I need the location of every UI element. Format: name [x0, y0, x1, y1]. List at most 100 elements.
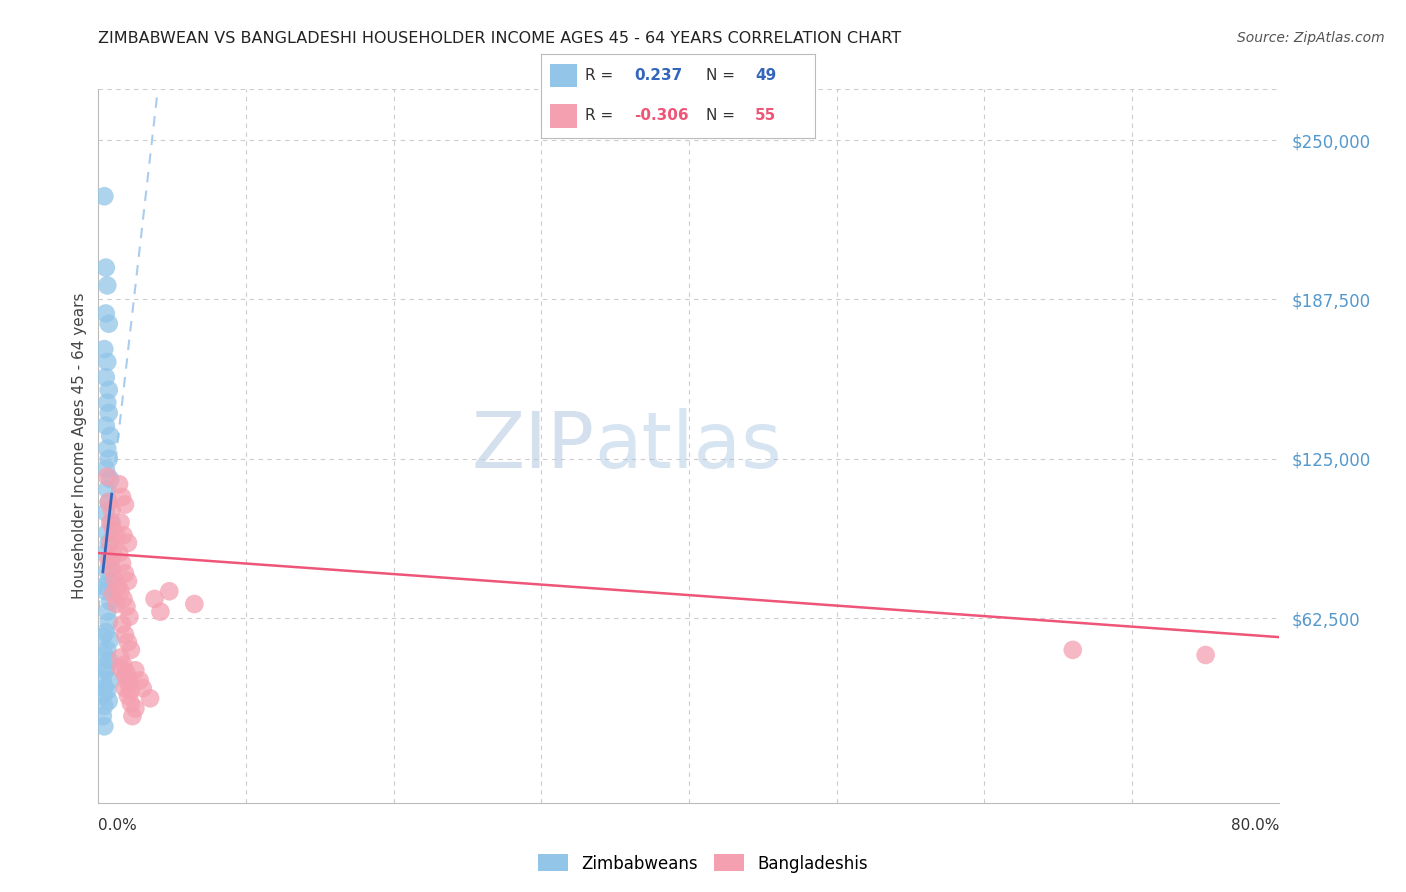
- Point: [94, 370, 117, 384]
- Point: [112, 658, 135, 673]
- Point: [97, 615, 120, 629]
- Point: [91, 630, 114, 644]
- Point: [98, 516, 121, 530]
- Point: [97, 451, 120, 466]
- Point: [96, 564, 118, 578]
- Point: [94, 625, 117, 640]
- Point: [94, 306, 117, 320]
- Point: [96, 483, 118, 497]
- Point: [114, 498, 136, 512]
- Point: [143, 591, 166, 606]
- Point: [110, 584, 132, 599]
- Text: R =: R =: [585, 68, 613, 83]
- Point: [110, 661, 132, 675]
- Point: [115, 599, 138, 614]
- Point: [96, 643, 118, 657]
- Point: [104, 572, 127, 586]
- Point: [124, 701, 146, 715]
- Point: [117, 689, 139, 703]
- Text: N =: N =: [706, 68, 735, 83]
- Point: [100, 561, 122, 575]
- Point: [118, 673, 141, 688]
- Point: [93, 189, 115, 203]
- Point: [110, 516, 132, 530]
- Point: [97, 536, 120, 550]
- Point: [96, 683, 118, 698]
- Point: [111, 490, 134, 504]
- Text: ZIMBABWEAN VS BANGLADESHI HOUSEHOLDER INCOME AGES 45 - 64 YEARS CORRELATION CHAR: ZIMBABWEAN VS BANGLADESHI HOUSEHOLDER IN…: [98, 31, 901, 46]
- Point: [115, 665, 138, 680]
- Y-axis label: Householder Income Ages 45 - 64 years: Householder Income Ages 45 - 64 years: [72, 293, 87, 599]
- Point: [1195, 648, 1218, 662]
- Point: [114, 681, 136, 695]
- Point: [93, 698, 115, 713]
- Bar: [550, 63, 576, 87]
- Point: [117, 574, 139, 588]
- Point: [114, 566, 136, 581]
- Point: [98, 594, 121, 608]
- Text: 80.0%: 80.0%: [1232, 818, 1279, 832]
- Text: Source: ZipAtlas.com: Source: ZipAtlas.com: [1237, 31, 1385, 45]
- Point: [94, 505, 117, 519]
- Point: [132, 681, 155, 695]
- Point: [96, 442, 118, 456]
- Point: [97, 406, 120, 420]
- Point: [97, 383, 120, 397]
- Point: [157, 584, 180, 599]
- Point: [97, 495, 120, 509]
- Point: [111, 556, 134, 570]
- Point: [183, 597, 205, 611]
- Point: [94, 546, 117, 560]
- Point: [107, 579, 129, 593]
- Text: 0.0%: 0.0%: [98, 818, 138, 832]
- Point: [118, 609, 141, 624]
- Point: [96, 278, 118, 293]
- Point: [93, 648, 115, 662]
- Point: [94, 584, 117, 599]
- Point: [128, 673, 150, 688]
- Point: [94, 418, 117, 433]
- Point: [98, 429, 121, 443]
- Point: [94, 663, 117, 677]
- Point: [149, 605, 172, 619]
- Point: [139, 691, 162, 706]
- Point: [97, 495, 120, 509]
- Point: [97, 574, 120, 588]
- Point: [98, 673, 121, 688]
- Point: [124, 663, 146, 677]
- Point: [98, 472, 121, 486]
- Point: [93, 579, 115, 593]
- Point: [108, 477, 131, 491]
- Legend: Zimbabweans, Bangladeshis: Zimbabweans, Bangladeshis: [531, 847, 875, 880]
- Point: [114, 668, 136, 682]
- Point: [96, 525, 118, 540]
- Point: [108, 546, 131, 560]
- Point: [120, 697, 142, 711]
- Point: [117, 536, 139, 550]
- Point: [100, 516, 122, 530]
- Point: [112, 528, 135, 542]
- Point: [114, 627, 136, 641]
- Point: [91, 709, 114, 723]
- Point: [98, 632, 121, 647]
- Text: R =: R =: [585, 108, 613, 123]
- Point: [103, 546, 125, 560]
- Point: [91, 689, 114, 703]
- Point: [103, 587, 125, 601]
- Point: [94, 260, 117, 275]
- Point: [91, 673, 114, 688]
- Point: [117, 676, 139, 690]
- Point: [94, 462, 117, 476]
- Text: 0.237: 0.237: [634, 68, 683, 83]
- Point: [120, 683, 142, 698]
- Point: [97, 554, 120, 568]
- Point: [93, 719, 115, 733]
- Point: [105, 597, 128, 611]
- Bar: [550, 104, 576, 128]
- Point: [110, 650, 132, 665]
- Point: [96, 395, 118, 409]
- Text: 55: 55: [755, 108, 776, 123]
- Text: atlas: atlas: [595, 408, 782, 484]
- Point: [98, 554, 121, 568]
- Point: [97, 694, 120, 708]
